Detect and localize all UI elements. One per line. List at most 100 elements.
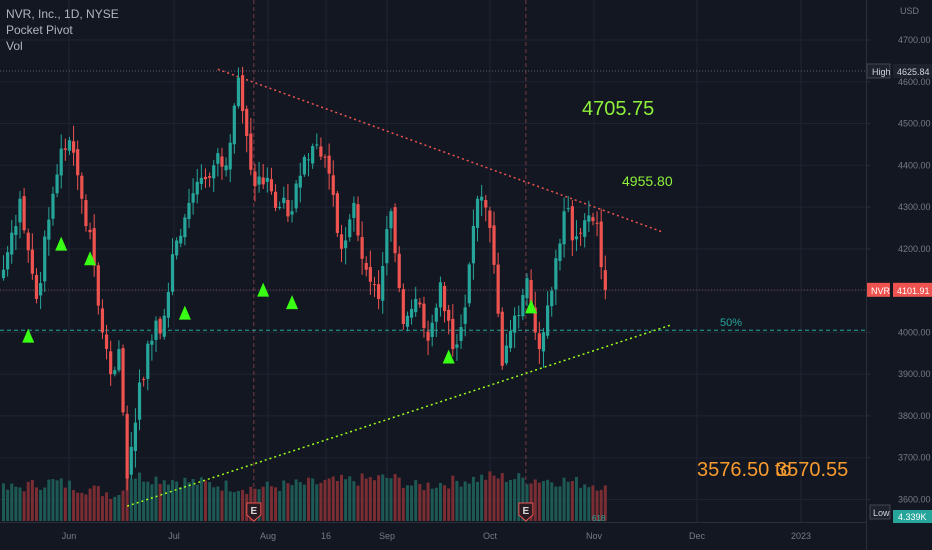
volume-bar [599, 489, 603, 521]
volume-bar [175, 481, 179, 521]
candle-body [240, 75, 245, 112]
volume-bar [171, 480, 175, 521]
pocket-pivot-marker [525, 299, 538, 314]
volume-bar [583, 484, 587, 521]
target-label-b[interactable]: 4955.80 [622, 173, 673, 189]
volume-bar [579, 487, 583, 521]
candle-body [257, 176, 261, 185]
price-tick-label: 4200.00 [898, 244, 931, 254]
candle-body [212, 165, 216, 179]
candle-body [183, 217, 187, 238]
volume-bar [138, 472, 142, 521]
time-tick-label: Dec [689, 531, 706, 541]
candle-body [372, 284, 377, 286]
candle-body [434, 307, 438, 322]
candle-body [38, 283, 43, 296]
candle-body [566, 208, 570, 210]
candle-body [480, 196, 484, 201]
time-axis[interactable]: Jun Jul Aug 16 Sep Oct Nov Dec 2023 [0, 522, 866, 550]
chart-grid [0, 0, 866, 522]
candle-body [339, 234, 344, 249]
candle-body [117, 349, 121, 371]
target-label-a[interactable]: 4705.75 [582, 98, 655, 120]
volume-bar [360, 473, 364, 521]
volume-bar [430, 488, 434, 521]
candle-body [348, 219, 352, 238]
earnings-badge-shape [246, 502, 262, 522]
symbol-title[interactable]: NVR, Inc., 1D, NYSE [6, 7, 119, 21]
volume-bar [278, 490, 282, 521]
resistance-trendline[interactable] [217, 68, 664, 233]
volume-bar [96, 486, 100, 521]
earnings-badge[interactable]: E [246, 502, 262, 522]
volume-bar [410, 485, 414, 521]
candle-body [570, 206, 574, 241]
volume-bar [319, 482, 323, 521]
candle-body [583, 220, 587, 237]
time-axis-bg [0, 522, 866, 550]
candle-body [34, 274, 39, 299]
volume-bar [476, 481, 480, 521]
volume-bar [34, 487, 38, 521]
volume-bar [566, 481, 570, 521]
range-label-low[interactable]: 3576.50 to [697, 459, 792, 481]
volume-bar [434, 487, 438, 521]
candle-body [63, 148, 67, 150]
candle-body [47, 219, 51, 240]
volume-bar [72, 490, 76, 521]
volume-bar [352, 481, 356, 521]
price-axis-bg [866, 0, 932, 550]
fib-50-label[interactable]: 50% [720, 317, 743, 329]
volume-bar [603, 485, 607, 521]
indicator-label[interactable]: Pocket Pivot [6, 23, 73, 37]
candle-body [327, 155, 331, 174]
candle-body [224, 165, 228, 171]
volume-bar [80, 492, 84, 521]
volume-label[interactable]: Vol [6, 39, 23, 53]
high-value-box [893, 63, 932, 78]
price-tick-label: 3900.00 [898, 369, 931, 379]
volume-bar [591, 485, 595, 521]
price-axis[interactable]: USD 4700.00 4600.00 4500.00 4400.00 4300.00 42… [592, 0, 932, 550]
time-tick-label: 16 [321, 531, 331, 541]
candle-body [463, 307, 467, 324]
candle-body [430, 322, 434, 337]
candle-body [574, 236, 579, 240]
volume-bar [315, 484, 319, 521]
volume-bar [496, 478, 500, 521]
price-tick-label: 4300.00 [898, 202, 931, 212]
candle-body [179, 235, 183, 244]
time-tick-label: Nov [586, 531, 603, 541]
candle-body [517, 315, 521, 317]
volume-bar [154, 476, 158, 521]
candle-body [459, 327, 463, 342]
candle-body [603, 270, 607, 290]
candle-body [216, 153, 220, 164]
pocket-pivot-marker [178, 305, 191, 320]
volume-bar [443, 485, 447, 521]
range-label-high[interactable]: 3570.55 [776, 459, 849, 481]
candle-body [352, 202, 356, 219]
volume-bar [541, 480, 545, 521]
price-tick-label: 3700.00 [898, 453, 931, 463]
candle-body [162, 315, 166, 337]
volume-bar [121, 490, 125, 521]
candle-body [290, 211, 294, 215]
candle-body [133, 422, 138, 452]
candle-body [401, 289, 405, 325]
candle-body [175, 240, 179, 256]
candle-body [418, 302, 422, 305]
earnings-badge[interactable]: E [518, 502, 534, 522]
candle-body [389, 211, 393, 229]
volume-bar [356, 485, 360, 521]
volume-bar [323, 479, 327, 521]
volume-bar [179, 487, 183, 521]
volume-bar [18, 487, 22, 521]
volume-bar [228, 491, 232, 521]
candle-body [422, 303, 426, 329]
volume-value-box [893, 510, 932, 523]
support-trendline[interactable] [126, 324, 672, 507]
volume-bar [183, 477, 187, 521]
